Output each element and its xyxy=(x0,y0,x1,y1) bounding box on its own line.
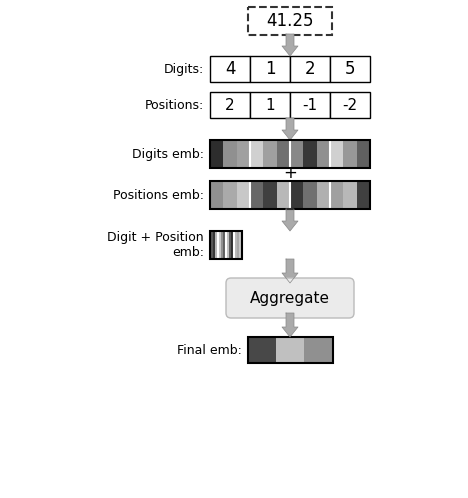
Polygon shape xyxy=(282,118,298,140)
Polygon shape xyxy=(282,34,298,56)
Text: Final emb:: Final emb: xyxy=(176,344,241,357)
Bar xyxy=(250,92,290,118)
Bar xyxy=(237,181,250,209)
Text: -2: -2 xyxy=(343,98,358,113)
Bar xyxy=(344,140,357,168)
Bar xyxy=(210,181,223,209)
Text: Digits emb:: Digits emb: xyxy=(132,147,204,160)
Bar xyxy=(210,140,370,168)
Text: 2: 2 xyxy=(225,98,235,113)
Bar xyxy=(221,231,223,259)
Bar xyxy=(330,56,370,82)
Bar xyxy=(357,181,370,209)
FancyBboxPatch shape xyxy=(248,7,332,35)
Text: Digit + Position
emb:: Digit + Position emb: xyxy=(107,231,204,259)
Bar xyxy=(212,231,215,259)
Text: 4: 4 xyxy=(225,60,235,78)
Bar xyxy=(248,337,276,363)
Text: Positions emb:: Positions emb: xyxy=(113,189,204,202)
Bar xyxy=(344,181,357,209)
Polygon shape xyxy=(282,259,298,283)
Text: Positions:: Positions: xyxy=(145,99,204,112)
Bar xyxy=(210,56,250,82)
Bar xyxy=(290,140,303,168)
Text: Digits:: Digits: xyxy=(164,63,204,76)
Bar xyxy=(223,181,237,209)
Bar xyxy=(276,337,304,363)
Bar xyxy=(223,231,226,259)
Bar xyxy=(277,181,290,209)
Text: Aggregate: Aggregate xyxy=(250,290,330,305)
Bar xyxy=(330,92,370,118)
Bar xyxy=(357,140,370,168)
Bar xyxy=(210,231,212,259)
Bar xyxy=(239,231,242,259)
Bar xyxy=(303,140,317,168)
Polygon shape xyxy=(282,209,298,231)
Bar xyxy=(215,231,218,259)
Bar xyxy=(248,337,332,363)
Bar xyxy=(250,181,263,209)
Bar xyxy=(234,231,237,259)
Text: +: + xyxy=(283,164,297,182)
FancyBboxPatch shape xyxy=(226,278,354,318)
Bar xyxy=(263,140,277,168)
Bar xyxy=(290,181,303,209)
Bar xyxy=(210,181,370,209)
Bar xyxy=(303,181,317,209)
Bar xyxy=(231,231,234,259)
Bar xyxy=(277,140,290,168)
Bar xyxy=(237,140,250,168)
Text: 1: 1 xyxy=(265,60,275,78)
Bar xyxy=(237,231,239,259)
Bar xyxy=(223,140,237,168)
Bar xyxy=(263,181,277,209)
Bar xyxy=(250,140,263,168)
Bar xyxy=(229,231,231,259)
Bar xyxy=(290,92,330,118)
Text: 1: 1 xyxy=(265,98,275,113)
Bar xyxy=(250,56,290,82)
Text: 5: 5 xyxy=(345,60,355,78)
Text: -1: -1 xyxy=(302,98,318,113)
Bar xyxy=(317,140,330,168)
Bar xyxy=(330,140,344,168)
Bar xyxy=(226,231,229,259)
Bar xyxy=(218,231,221,259)
Bar xyxy=(210,92,250,118)
Bar xyxy=(317,181,330,209)
Bar xyxy=(290,56,330,82)
Bar xyxy=(210,231,242,259)
Bar xyxy=(210,140,223,168)
Bar xyxy=(304,337,332,363)
Polygon shape xyxy=(282,313,298,337)
Text: 41.25: 41.25 xyxy=(266,12,314,30)
Text: 2: 2 xyxy=(305,60,315,78)
Bar xyxy=(330,181,344,209)
